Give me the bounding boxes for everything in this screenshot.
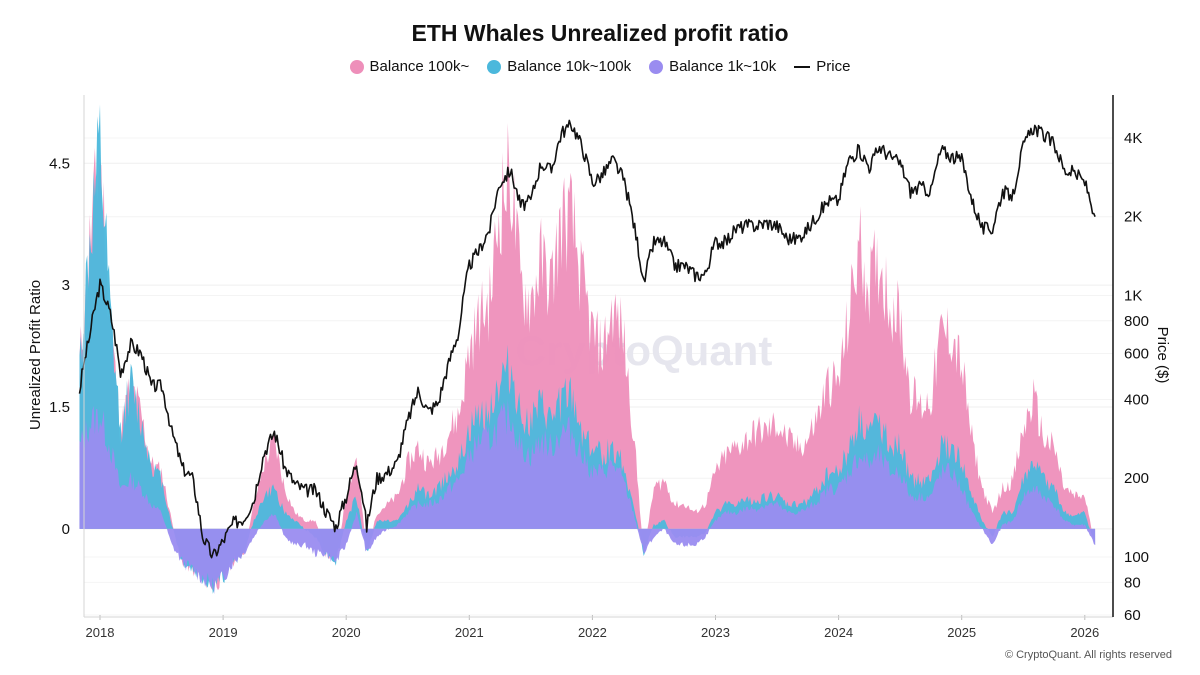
legend-label: Balance 1k~10k <box>669 58 777 75</box>
legend-item-balance-100k[interactable]: Balance 100k~ <box>349 58 470 75</box>
y-tick-label: 4.5 <box>49 155 70 172</box>
legend-label: Balance 100k~ <box>369 58 470 75</box>
y2-tick-label: 200 <box>1124 470 1149 487</box>
chart-title: ETH Whales Unrealized profit ratio <box>411 20 789 46</box>
x-tick-label: 2018 <box>86 625 115 640</box>
legend-swatch <box>487 59 502 74</box>
y-tick-label: 3 <box>62 277 70 294</box>
y2-tick-label: 4K <box>1124 130 1142 147</box>
y2-tick-label: 60 <box>1124 607 1141 624</box>
y-tick-label: 1.5 <box>49 399 70 416</box>
x-tick-label: 2025 <box>947 625 976 640</box>
x-tick-label: 2019 <box>209 625 238 640</box>
legend-item-price[interactable]: Price <box>794 58 850 75</box>
area-balance-1k-10k <box>79 399 1096 595</box>
x-tick-label: 2026 <box>1070 625 1099 640</box>
y-tick-label: 0 <box>62 521 70 538</box>
legend-swatch <box>349 59 364 74</box>
y2-axis-label: Price ($) <box>1154 327 1171 384</box>
y2-tick-label: 80 <box>1124 574 1141 591</box>
copyright-footer: © CryptoQuant. All rights reserved <box>1004 649 1172 661</box>
y2-tick-label: 2K <box>1124 209 1142 226</box>
price-line <box>78 119 1096 559</box>
legend-swatch <box>649 59 664 74</box>
legend-item-balance-10k-100k[interactable]: Balance 10k~100k <box>487 58 631 75</box>
y2-tick-label: 100 <box>1124 549 1149 566</box>
x-tick-label: 2022 <box>578 625 607 640</box>
y2-tick-label: 800 <box>1124 313 1149 330</box>
x-tick-label: 2021 <box>455 625 484 640</box>
x-tick-label: 2020 <box>332 625 361 640</box>
x-tick-label: 2023 <box>701 625 730 640</box>
y2-tick-label: 600 <box>1124 345 1149 362</box>
legend-label: Balance 10k~100k <box>507 58 632 75</box>
y2-tick-label: 400 <box>1124 392 1149 409</box>
legend-item-balance-1k-10k[interactable]: Balance 1k~10k <box>649 58 776 75</box>
area-balance-100k <box>79 123 1096 591</box>
y2-tick-label: 1K <box>1124 287 1142 304</box>
y-axis-label: Unrealized Profit Ratio <box>27 280 44 430</box>
legend-label: Price <box>816 58 851 75</box>
legend: Balance 100k~ Balance 10k~100k Balance 1… <box>0 58 1200 75</box>
x-tick-label: 2024 <box>824 625 853 640</box>
legend-swatch <box>794 65 811 68</box>
